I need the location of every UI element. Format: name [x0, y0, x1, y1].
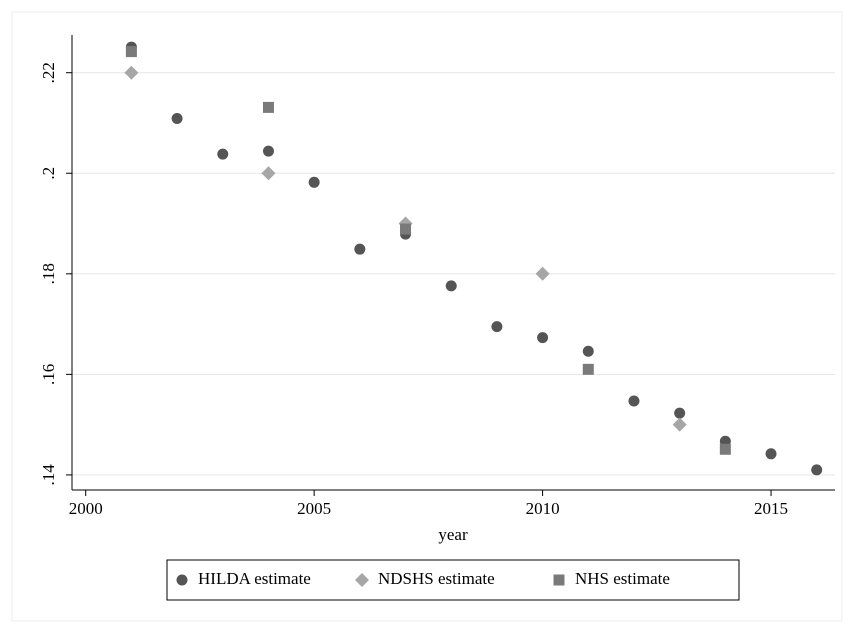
- point: [217, 148, 229, 160]
- point: [400, 223, 412, 235]
- y-tick-label: .14: [39, 464, 58, 486]
- point: [491, 321, 503, 333]
- point: [811, 464, 823, 476]
- point: [308, 176, 320, 188]
- point: [535, 266, 550, 281]
- y-tick-label: .2: [39, 167, 58, 180]
- x-tick-label: 2010: [526, 499, 560, 518]
- point: [719, 443, 731, 455]
- x-axis-label: year: [438, 525, 468, 544]
- point: [355, 573, 369, 587]
- chart-frame: [11, 11, 843, 622]
- point: [765, 448, 777, 460]
- legend-label: NHS estimate: [575, 569, 670, 588]
- point: [262, 145, 274, 157]
- x-tick-label: 2015: [754, 499, 788, 518]
- legend-box: [166, 559, 740, 601]
- y-tick-label: .16: [39, 364, 58, 385]
- point: [553, 574, 565, 586]
- legend-label: NDSHS estimate: [378, 569, 495, 588]
- point: [674, 407, 686, 419]
- point: [582, 345, 594, 357]
- legend-label: HILDA estimate: [198, 569, 311, 588]
- point: [124, 65, 139, 80]
- point: [125, 46, 137, 58]
- point: [628, 395, 640, 407]
- point: [672, 417, 687, 432]
- point: [582, 363, 594, 375]
- x-tick-label: 2005: [297, 499, 331, 518]
- point: [261, 166, 276, 181]
- point: [537, 332, 549, 344]
- point: [176, 574, 188, 586]
- y-tick-label: .22: [39, 62, 58, 83]
- x-tick-label: 2000: [69, 499, 103, 518]
- point: [262, 101, 274, 113]
- point: [445, 280, 457, 292]
- y-tick-label: .18: [39, 263, 58, 284]
- point: [354, 243, 366, 255]
- point: [171, 112, 183, 124]
